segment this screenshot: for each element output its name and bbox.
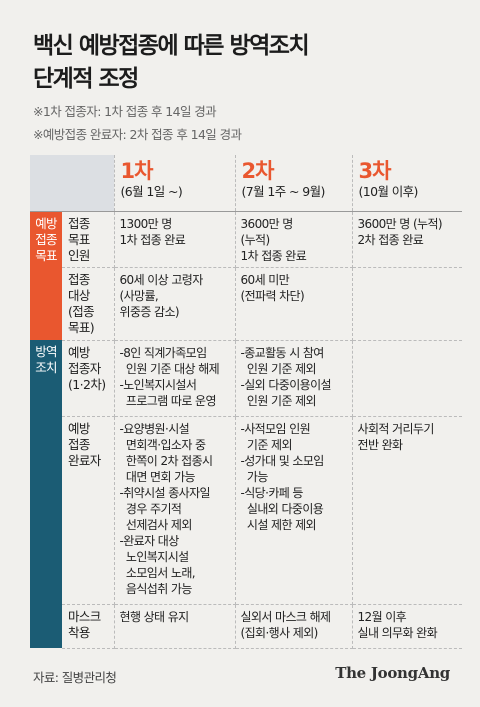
stage-1-header: 1차 (6월 1일 ~) bbox=[114, 155, 236, 212]
cell-stage3-mask: 12월 이후 실내 의무화 완화 bbox=[352, 604, 462, 649]
cell-stage2-target-count: 3600만 명 (누적) 1차 접종 완료 bbox=[235, 211, 353, 268]
stage-2-name: 2차 bbox=[241, 159, 275, 183]
note-fully-vaccinated: ※예방접종 완료자: 2차 접종 후 14일 경과 bbox=[33, 127, 242, 142]
cell-stage1-target-count: 1300만 명 1차 접종 완료 bbox=[114, 211, 236, 268]
cell-stage3-fully-vaccinated: 사회적 거리두기 전반 완화 bbox=[352, 416, 462, 605]
cell-stage1-target-group: 60세 이상 고령자 (사망률, 위중증 감소) bbox=[114, 267, 236, 341]
publisher-logo: The JoongAng bbox=[335, 664, 450, 682]
cell-stage3-target-count: 3600만 명 (누적) 2차 접종 완료 bbox=[352, 211, 462, 268]
table-row: 마스크 착용 현행 상태 유지 실외서 마스크 해제 (집회·행사 제외) 12… bbox=[30, 604, 462, 649]
section-measures-label: 방역 조치 bbox=[30, 340, 62, 648]
note-first-dose: ※1차 접종자: 1차 접종 후 14일 경과 bbox=[33, 104, 217, 119]
cell-stage1-fully-vaccinated: -요양병원·시설 면회객·입소자 중 한쪽이 2차 접종시 대면 면회 가능 -… bbox=[114, 416, 236, 605]
row-label-fully-vaccinated: 예방 접종 완료자 bbox=[62, 416, 115, 605]
stage-2-header: 2차 (7월 1주 ~ 9월) bbox=[235, 155, 353, 212]
header-blank bbox=[62, 155, 115, 212]
cell-stage1-mask: 현행 상태 유지 bbox=[114, 604, 236, 649]
stage-1-date: (6월 1일 ~) bbox=[120, 184, 183, 199]
table-row: 예방 접종 완료자 -요양병원·시설 면회객·입소자 중 한쪽이 2차 접종시 … bbox=[30, 416, 462, 605]
cell-stage2-target-group: 60세 미만 (전파력 차단) bbox=[235, 267, 353, 341]
table-row: 예방 접종 목표 접종 목표 인원 1300만 명 1차 접종 완료 3600만… bbox=[30, 211, 462, 340]
stage-2-date: (7월 1주 ~ 9월) bbox=[241, 184, 326, 199]
header-corner bbox=[30, 155, 62, 212]
row-label-target-count: 접종 목표 인원 bbox=[62, 211, 115, 268]
source-credit: 자료: 질병관리청 bbox=[33, 670, 117, 685]
row-label-vaccinated: 예방 접종자 (1·2차) bbox=[62, 340, 115, 417]
stage-3-header: 3차 (10월 이후) bbox=[352, 155, 462, 212]
cell-stage2-fully-vaccinated: -사적모임 인원 기준 제외 -성가대 및 소모임 가능 -식당·카페 등 실내… bbox=[235, 416, 353, 605]
stage-3-date: (10월 이후) bbox=[358, 184, 419, 199]
measures-table: 1차 (6월 1일 ~) 2차 (7월 1주 ~ 9월) 3차 (10월 이후)… bbox=[30, 155, 462, 649]
cell-stage2-vaccinated: -종교활동 시 참여 인원 기준 제외 -실외 다중이용이설 인원 기준 제외 bbox=[235, 340, 353, 417]
cell-stage2-mask: 실외서 마스크 해제 (집회·행사 제외) bbox=[235, 604, 353, 649]
section-vaccination-label: 예방 접종 목표 bbox=[30, 211, 62, 340]
title-line-2: 단계적 조정 bbox=[33, 66, 139, 92]
cell-stage3-vaccinated bbox=[352, 340, 462, 417]
row-label-target-group: 접종 대상 (접종 목표) bbox=[62, 267, 115, 341]
cell-stage1-vaccinated: -8인 직계가족모임 인원 기준 대상 해제 -노인복지시설서 프로그램 따로 … bbox=[114, 340, 236, 417]
stage-header-row: 1차 (6월 1일 ~) 2차 (7월 1주 ~ 9월) 3차 (10월 이후) bbox=[30, 155, 462, 212]
stage-3-name: 3차 bbox=[358, 159, 392, 183]
page-title: 백신 예방접종에 따른 방역조치 단계적 조정 bbox=[33, 30, 310, 96]
row-label-mask: 마스크 착용 bbox=[62, 604, 115, 649]
table-row: 방역 조치 예방 접종자 (1·2차) -8인 직계가족모임 인원 기준 대상 … bbox=[30, 340, 462, 648]
title-line-1: 백신 예방접종에 따른 방역조치 bbox=[33, 33, 310, 59]
cell-stage3-target-group bbox=[352, 267, 462, 341]
table-row: 접종 대상 (접종 목표) 60세 이상 고령자 (사망률, 위중증 감소) 6… bbox=[30, 267, 462, 341]
stage-1-name: 1차 bbox=[120, 159, 154, 183]
